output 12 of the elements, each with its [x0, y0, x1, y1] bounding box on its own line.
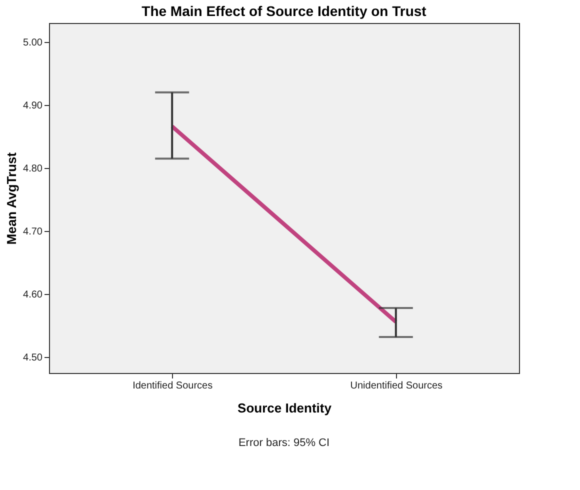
- x-axis-title: Source Identity: [238, 400, 332, 416]
- y-tick-label: 4.90: [23, 100, 43, 112]
- x-tick-label: Identified Sources: [132, 380, 213, 392]
- y-tick-label: 4.80: [23, 164, 43, 175]
- text: Error bars: 95% CI: [238, 437, 330, 449]
- chart-title: The Main Effect of Source Identity on Trust: [142, 3, 427, 19]
- y-tick-label: 5.00: [23, 37, 43, 48]
- x-tick-label: Unidentified Sources: [350, 380, 443, 392]
- y-tick-label: 4.50: [23, 352, 43, 364]
- y-axis-title: Mean AvgTrust: [4, 152, 20, 245]
- y-tick-label: 4.70: [23, 226, 43, 238]
- y-tick-label: 4.60: [23, 290, 43, 301]
